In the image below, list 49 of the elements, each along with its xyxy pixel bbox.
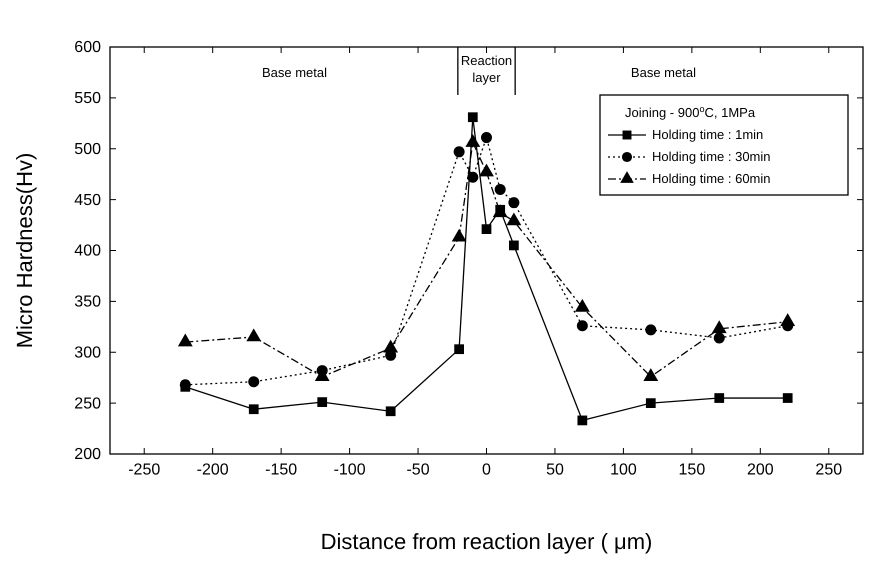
- legend-label: Holding time : 60min: [652, 171, 770, 186]
- annotation: Reaction layer: [460, 53, 512, 85]
- point: [646, 398, 656, 408]
- y-tick-label: 200: [74, 446, 102, 464]
- point: [714, 393, 724, 403]
- annotation: Base metal: [630, 65, 696, 80]
- x-tick-label: 100: [610, 461, 637, 478]
- point: [508, 197, 520, 208]
- point: [467, 172, 478, 183]
- point: [509, 240, 519, 250]
- y-tick-label: 600: [74, 39, 102, 56]
- x-tick-label: -200: [196, 461, 229, 478]
- point: [481, 132, 492, 144]
- legend-label: Holding time : 1min: [652, 127, 764, 142]
- x-tick-label: -100: [334, 461, 366, 478]
- y-tick-label: 550: [74, 90, 102, 107]
- point: [248, 376, 260, 388]
- x-tick-label: 0: [482, 461, 492, 478]
- point: [482, 224, 492, 234]
- legend-title: Joining - 900$^{o}$C, 1MPa: [625, 104, 756, 120]
- x-axis-title: Distance from reaction layer ( μm): [320, 529, 652, 554]
- y-tick-label: 350: [74, 293, 102, 310]
- point: [468, 112, 478, 122]
- point: [576, 320, 588, 332]
- annotation: Base metal: [262, 65, 328, 80]
- point: [714, 332, 725, 344]
- point: [645, 324, 656, 336]
- point: [782, 393, 793, 403]
- point: [386, 406, 396, 416]
- point: [248, 404, 259, 414]
- y-axis-title: Micro Hardness(Hv): [12, 152, 37, 348]
- x-tick-label: 150: [678, 461, 706, 478]
- x-tick-label: 50: [546, 461, 564, 478]
- point: [317, 397, 328, 407]
- point: [494, 184, 506, 195]
- point: [454, 344, 464, 354]
- y-tick-label: 400: [74, 242, 102, 260]
- point: [454, 146, 465, 158]
- point: [577, 416, 588, 426]
- y-tick-label: 250: [74, 395, 102, 412]
- y-tick-label: 500: [74, 140, 102, 158]
- x-tick-label: -250: [128, 461, 160, 478]
- y-tick-label: 300: [74, 344, 102, 362]
- x-tick-label: 250: [815, 461, 842, 478]
- legend-label: Holding time : 30min: [652, 149, 770, 164]
- x-tick-label: -50: [406, 461, 430, 478]
- y-tick-label: 450: [74, 192, 102, 209]
- x-tick-label: 200: [746, 461, 774, 478]
- x-tick-label: -150: [265, 461, 298, 478]
